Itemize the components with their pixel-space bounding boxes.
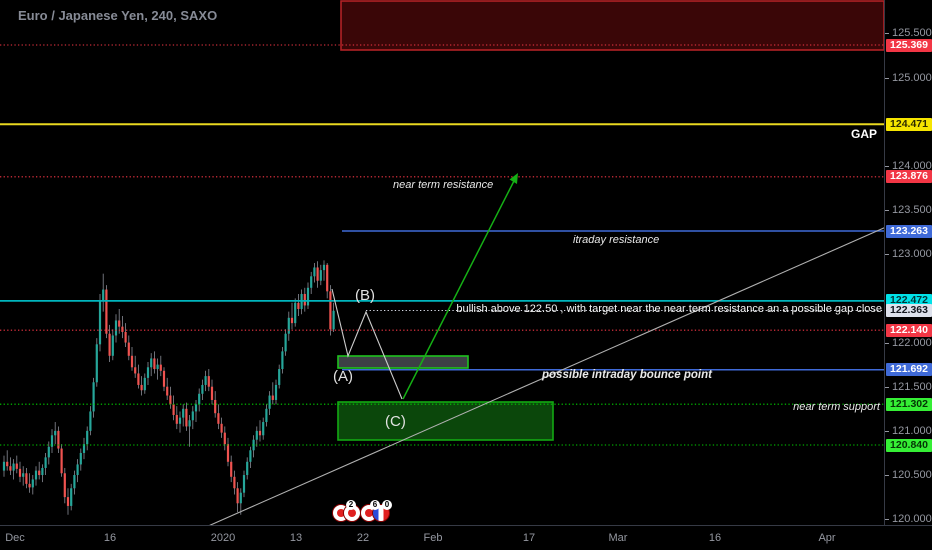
price-level-label: 122.363: [886, 303, 932, 317]
trendline[interactable]: [205, 226, 887, 528]
time-label: 13: [289, 532, 303, 544]
price-level-label: 125.369: [886, 38, 932, 52]
time-label: 17: [522, 532, 536, 544]
price-tick-mark: [885, 519, 889, 521]
price-level-label: 123.876: [886, 170, 932, 184]
price-level-label: 123.263: [886, 224, 932, 238]
price-level-label: 121.692: [886, 363, 932, 377]
marker-count-badge: 0: [382, 500, 392, 510]
projection-arrow[interactable]: [402, 176, 517, 400]
price-level-label: 121.302: [886, 397, 932, 411]
price-tick: 125.000: [892, 71, 932, 84]
wave-label-b[interactable]: (B): [355, 287, 375, 304]
idea-markers[interactable]: 2 6 0: [330, 500, 394, 522]
arrow-head: [509, 173, 518, 184]
candles: [2, 260, 335, 515]
time-label: 16: [708, 532, 722, 544]
near-term-resistance-label[interactable]: near term resistance: [393, 179, 494, 191]
time-label: 16: [103, 532, 117, 544]
price-tick: 125.500: [892, 27, 932, 40]
intraday-resistance-label[interactable]: itraday resistance: [573, 234, 660, 246]
price-tick-mark: [885, 254, 889, 256]
price-tick-mark: [885, 386, 889, 388]
time-label: 22: [356, 532, 370, 544]
price-tick-mark: [885, 165, 889, 167]
near-term-support-label[interactable]: near term support: [793, 401, 880, 413]
price-level-label: 122.140: [886, 323, 932, 337]
price-scale[interactable]: 125.500 125.000 124.000 123.500 123.000 122.0…: [884, 0, 932, 525]
time-label: Feb: [423, 532, 443, 544]
marker-count-badge: 6: [370, 500, 380, 510]
price-tick-mark: [885, 342, 889, 344]
bounce-point-label[interactable]: possible intraday bounce point: [542, 369, 712, 381]
wave-label-a[interactable]: (A): [333, 368, 353, 385]
price-level-label: 120.840: [886, 438, 932, 452]
abc-zigzag[interactable]: [331, 288, 403, 400]
entry-box[interactable]: [337, 355, 469, 369]
price-tick: 122.000: [892, 336, 932, 349]
time-label: Dec: [5, 532, 25, 544]
price-tick-mark: [885, 430, 889, 432]
price-tick-mark: [885, 33, 889, 35]
price-tick: 121.500: [892, 380, 932, 393]
price-tick-mark: [885, 77, 889, 79]
price-tick-mark: [885, 475, 889, 477]
time-label: Mar: [608, 532, 628, 544]
price-tick: 120.500: [892, 469, 932, 482]
bullish-note[interactable]: bullish above 122.50 , with target near …: [456, 303, 882, 315]
gap-label[interactable]: GAP: [850, 127, 877, 141]
symbol-title[interactable]: Euro / Japanese Yen, 240, SAXO: [18, 8, 218, 23]
price-tick: 123.500: [892, 204, 932, 217]
marker-count-badge: 2: [346, 500, 356, 510]
price-tick: 120.000: [892, 513, 932, 526]
price-level-label: 124.471: [886, 117, 932, 131]
gap-zone-box[interactable]: [340, 0, 885, 51]
price-tick: 124.000: [892, 159, 932, 172]
time-label: 2020: [210, 532, 236, 544]
time-label: Apr: [818, 532, 836, 544]
time-axis[interactable]: Dec 16 2020 13 22 Feb 17 Mar 16 Apr: [0, 525, 932, 550]
price-tick-mark: [885, 210, 889, 212]
price-tick: 123.000: [892, 248, 932, 261]
wave-label-c[interactable]: (C): [385, 413, 406, 430]
price-tick: 121.000: [892, 424, 932, 437]
